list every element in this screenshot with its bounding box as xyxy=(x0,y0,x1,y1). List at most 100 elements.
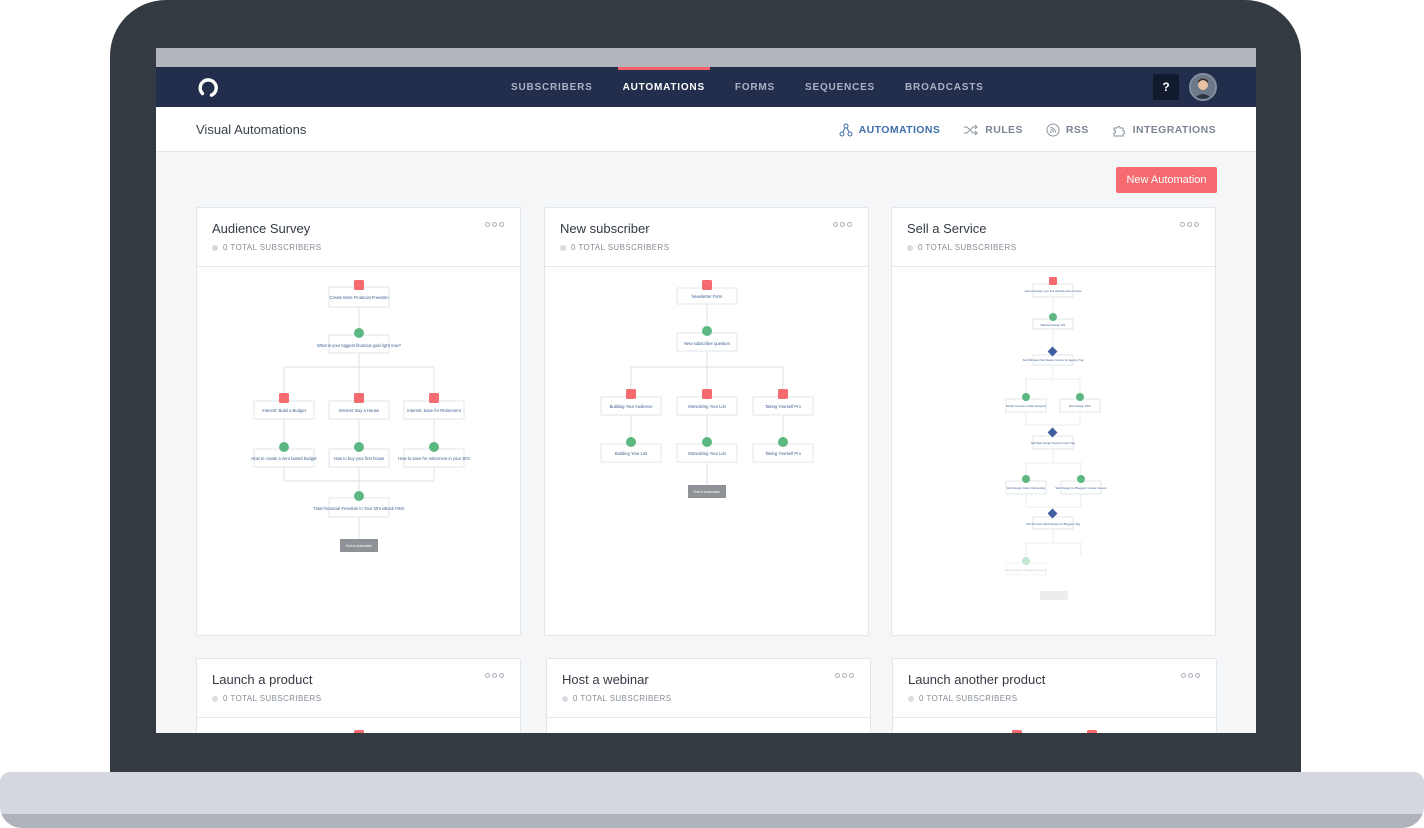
laptop-base-shadow xyxy=(0,814,1424,828)
nav-automations[interactable]: AUTOMATIONS xyxy=(617,67,711,107)
flow-condition-1: Sell Ultimate Web Design Course for Agen… xyxy=(1023,346,1084,366)
automation-card-audience-survey[interactable]: Audience Survey 0 TOTAL SUBSCRIBERS Crea… xyxy=(196,207,521,636)
sub-navigation: AUTOMATIONS RULES RSS INT xyxy=(816,107,1216,152)
tab-rss-label: RSS xyxy=(1065,123,1089,136)
card-title: Launch another product xyxy=(908,672,1046,687)
flow-node-label: Building Your List xyxy=(615,451,648,456)
flow-node-label: Taking Yourself Pro xyxy=(765,404,802,409)
flow-node-label: Create More Financial Freedom xyxy=(329,295,389,300)
browser-bar xyxy=(156,48,1256,67)
flow-node-branch: Monetizing Your List xyxy=(676,389,738,416)
flow-node-trigger: Create More Financial Freedom xyxy=(328,280,390,308)
new-automation-button[interactable]: New Automation xyxy=(1116,167,1217,193)
flow-node-email: Website Design 101 xyxy=(1032,313,1074,330)
card-subscriber-count-label: 0 TOTAL SUBSCRIBERS xyxy=(571,243,670,252)
card-menu-button[interactable] xyxy=(1178,222,1199,227)
card-title: Host a webinar xyxy=(562,672,649,687)
automation-card-launch-a-product[interactable]: Launch a product 0 TOTAL SUBSCRIBERS xyxy=(196,658,521,733)
flow-node-split: Web Design for Bloggers Course Interest xyxy=(1056,475,1107,495)
automation-card-launch-another-product[interactable]: Launch another product 0 TOTAL SUBSCRIBE… xyxy=(892,658,1217,733)
automation-flow-diagram: Create More Financial Freedom What is yo… xyxy=(251,280,470,552)
card-subscriber-count: 0 TOTAL SUBSCRIBERS xyxy=(212,243,321,252)
status-dot xyxy=(562,695,568,702)
card-menu-button[interactable] xyxy=(833,673,854,678)
card-subscriber-count: 0 TOTAL SUBSCRIBERS xyxy=(907,243,1016,252)
automation-card-new-subscriber[interactable]: New subscriber 0 TOTAL SUBSCRIBERS Newsl… xyxy=(544,207,869,636)
nav-sequences[interactable]: SEQUENCES xyxy=(805,82,876,93)
flow-node-label: Taking Yourself Pro xyxy=(765,451,802,456)
flow-node-branch: Interest: Build a Budget xyxy=(253,393,315,420)
main-nav: SUBSCRIBERS AUTOMATIONS FORMS SEQUENCES … xyxy=(496,67,999,107)
card-title: Sell a Service xyxy=(907,221,987,236)
card-menu-button[interactable] xyxy=(483,222,504,227)
avatar[interactable] xyxy=(1189,73,1217,101)
flow-node-branch: Taking Yourself Pro xyxy=(752,389,814,416)
flow-node-label: Building Your Audience xyxy=(610,404,654,409)
top-navigation: SUBSCRIBERS AUTOMATIONS FORMS SEQUENCES … xyxy=(156,67,1256,107)
status-dot xyxy=(908,695,914,702)
help-button[interactable]: ? xyxy=(1153,74,1179,100)
card-menu-button[interactable] xyxy=(1179,673,1200,678)
shuffle-icon xyxy=(964,124,978,135)
flow-node-label: Web Design for Bloggers Course Interest xyxy=(1056,486,1107,490)
card-header: Audience Survey 0 TOTAL SUBSCRIBERS xyxy=(197,208,520,267)
automation-card-host-a-webinar[interactable]: Host a webinar 0 TOTAL SUBSCRIBERS xyxy=(546,658,871,733)
automations-icon xyxy=(839,123,853,136)
card-title: Launch a product xyxy=(212,672,313,687)
card-header: Launch a product 0 TOTAL SUBSCRIBERS xyxy=(197,659,520,718)
flow-node-sequence: Building Your List xyxy=(600,437,662,463)
flow-node-label: Interest: Save for Retirement xyxy=(407,408,461,413)
card-title: Audience Survey xyxy=(212,221,311,236)
card-subscriber-count: 0 TOTAL SUBSCRIBERS xyxy=(562,694,671,703)
card-flow-preview xyxy=(197,718,520,733)
nav-forms[interactable]: FORMS xyxy=(734,82,776,93)
flow-node-split: Web Design Pitch xyxy=(1059,393,1101,413)
flow-node-trigger: How to Design your first Website Free Co… xyxy=(1025,277,1082,298)
flow-condition-3: Sell Premium Web Design for Bloggers Tag xyxy=(1026,508,1080,530)
nav-broadcasts[interactable]: BROADCASTS xyxy=(905,82,984,93)
tab-automations[interactable]: AUTOMATIONS xyxy=(839,123,941,137)
automation-card-sell-a-service[interactable]: Sell a Service 0 TOTAL SUBSCRIBERS How t… xyxy=(891,207,1216,636)
status-dot xyxy=(560,244,566,251)
flow-end-label: End of Automation xyxy=(694,490,720,494)
flow-node-label: Monetizing Your List xyxy=(688,451,726,456)
automation-flow-diagram: How to Design your first Website Free Co… xyxy=(1005,277,1107,600)
flow-node-label: Total Financial Freedom in Your 30's eBo… xyxy=(314,506,406,511)
puzzle-icon xyxy=(1113,125,1125,136)
card-header: Launch another product 0 TOTAL SUBSCRIBE… xyxy=(893,659,1216,718)
app-screen: SUBSCRIBERS AUTOMATIONS FORMS SEQUENCES … xyxy=(156,48,1256,733)
flow-node-branch: Building Your Audience xyxy=(600,389,662,416)
status-dot xyxy=(212,695,218,702)
flow-node-question: New subscriber question xyxy=(676,326,738,352)
flow-node-label: Web Design for Bloggers Course xyxy=(1006,568,1047,572)
tab-rules-label: RULES xyxy=(985,123,1023,136)
tab-rules[interactable]: RULES xyxy=(963,124,1023,136)
tab-rss[interactable]: RSS xyxy=(1046,123,1089,137)
card-subscriber-count: 0 TOTAL SUBSCRIBERS xyxy=(560,243,669,252)
card-subscriber-count-label: 0 TOTAL SUBSCRIBERS xyxy=(573,694,672,703)
logo-icon[interactable] xyxy=(196,76,220,100)
flow-node-sequence: How to buy your first house xyxy=(328,442,390,468)
flow-node-label: Web Design Client Onboarding xyxy=(1007,486,1046,490)
sub-header: Visual Automations AUTOMATIONS RULES xyxy=(156,107,1256,152)
card-subscriber-count-label: 0 TOTAL SUBSCRIBERS xyxy=(223,243,322,252)
rss-icon xyxy=(1046,123,1060,136)
flow-node-branch: Interest: Save for Retirement xyxy=(403,393,465,420)
flow-node-label: How to save for retirement in your 30's xyxy=(398,456,470,461)
flow-node-label: How to create a zero based budget xyxy=(251,456,317,461)
card-flow-preview xyxy=(893,718,1216,733)
automation-flow-diagram xyxy=(354,730,364,733)
flow-node-sequence: How to create a zero based budget xyxy=(251,442,317,468)
nav-subscribers[interactable]: SUBSCRIBERS xyxy=(511,82,593,93)
tab-integrations[interactable]: INTEGRATIONS xyxy=(1112,123,1216,137)
automation-flow-diagram xyxy=(1012,730,1097,733)
tab-automations-label: AUTOMATIONS xyxy=(858,123,941,136)
flow-node-final: Total Financial Freedom in Your 30's eBo… xyxy=(314,491,406,518)
flow-node-split: Web Design Client Onboarding xyxy=(1005,475,1047,495)
card-menu-button[interactable] xyxy=(831,222,852,227)
flow-node-faded: Web Design for Bloggers Course xyxy=(1005,557,1068,600)
card-menu-button[interactable] xyxy=(483,673,504,678)
flow-node-label: Sell Premium Web Design for Bloggers Tag xyxy=(1026,522,1080,526)
flow-node-label: Interest: Build a Budget xyxy=(262,408,306,413)
flow-node-label: How to Design your first Website Free Co… xyxy=(1025,289,1082,293)
